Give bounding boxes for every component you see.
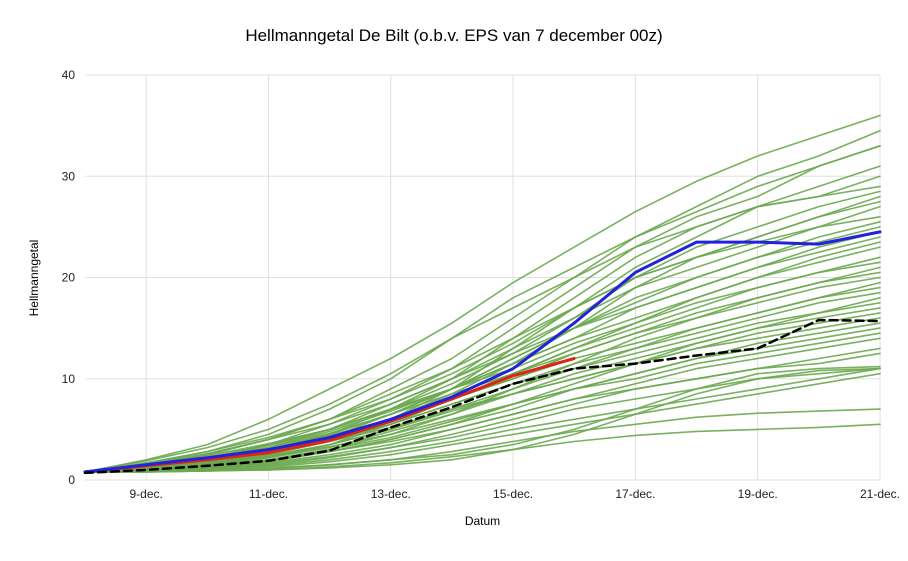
series-ensemble-member-10 <box>84 200 881 473</box>
y-tick-label: 30 <box>62 169 76 183</box>
series-ensemble-member-25 <box>84 286 881 473</box>
series-ensemble-member-39 <box>84 367 881 473</box>
y-tick-label: 0 <box>68 473 75 487</box>
x-tick-label: 17-dec. <box>615 487 655 501</box>
series-ensemble-member-44 <box>84 365 881 473</box>
series-black-dashed-line <box>83 318 882 475</box>
series-ensemble-member-12 <box>84 216 881 473</box>
series-ensemble-member-38 <box>84 367 881 473</box>
x-tick-label: 19-dec. <box>738 487 778 501</box>
series-ensemble-member-32 <box>84 317 881 473</box>
series-blue-line <box>83 230 882 474</box>
x-tick-label: 9-dec. <box>129 487 162 501</box>
chart-title: Hellmanngetal De Bilt (o.b.v. EPS van 7 … <box>245 26 663 45</box>
series-ensemble-member-29 <box>84 307 881 473</box>
series-ensemble-member-01 <box>84 114 881 473</box>
y-tick-label: 40 <box>62 68 76 82</box>
x-tick-label: 15-dec. <box>493 487 533 501</box>
y-tick-label: 20 <box>62 271 76 285</box>
x-axis-title: Datum <box>464 514 501 528</box>
y-tick-label: 10 <box>62 372 76 386</box>
series-ensemble-member-23 <box>84 276 881 473</box>
series-ensemble-member-43 <box>84 367 881 473</box>
y-axis-title: Hellmanngetal <box>27 239 41 317</box>
series-ensemble-member-07 <box>84 185 881 473</box>
x-tick-label: 11-dec. <box>249 487 288 501</box>
series-ensemble-member-16 <box>84 236 881 473</box>
series-ensemble-member-11 <box>84 205 881 473</box>
series-ensemble-member-20 <box>84 261 881 473</box>
x-tick-label: 13-dec. <box>371 487 411 501</box>
x-tick-label: 21-dec. <box>860 487 900 501</box>
series-ensemble-member-35 <box>84 332 881 473</box>
series-ensemble-member-21 <box>84 266 881 473</box>
series-ensemble-member-24 <box>84 281 881 473</box>
series-ensemble-member-03 <box>84 145 881 473</box>
